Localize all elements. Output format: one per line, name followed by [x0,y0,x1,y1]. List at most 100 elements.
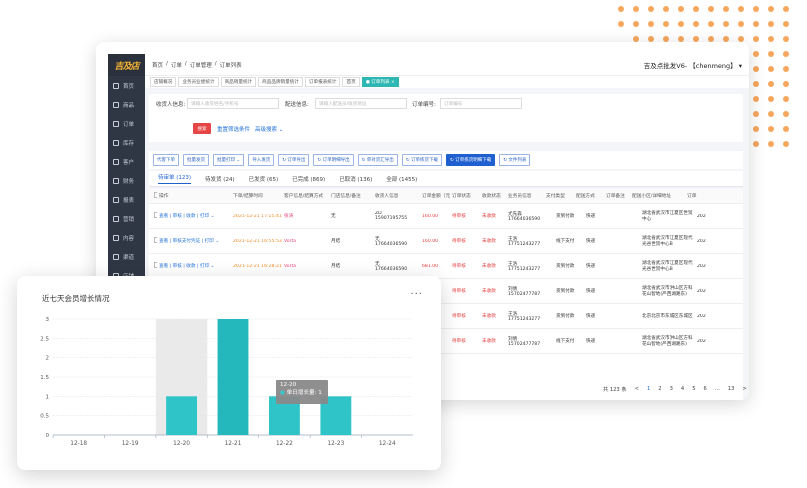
dot [753,36,759,42]
table-row[interactable]: 查看 | 审核支付凭证 | 打印 ⌄ 2021-12-21 16:55:53 Vor… [149,229,743,254]
pager-item[interactable]: 6 [703,386,707,392]
sidebar-item-label: 营销 [123,216,135,223]
pager-item[interactable]: ... [714,386,720,392]
table-cell: 202 [697,238,706,244]
column-header: 操作 [159,194,169,199]
pager-item[interactable]: > [742,386,747,392]
table-cell: 刘倩 15702477787 [506,286,554,297]
status-tab[interactable]: 待审单 (123) [158,173,192,184]
sidebar-item[interactable]: 内容 [108,228,145,247]
toolbar-button[interactable]: 代客下单 [153,154,179,166]
table-header: 操作 下单/结算时间 客户信息/结算方式 门店信息/备注 收货人信息 订单金额（元）订单状… [149,189,743,204]
select-all-checkbox[interactable] [154,192,157,198]
dot [678,6,684,12]
table-cell: 快递 [586,339,596,344]
page-tab[interactable]: 订单报表统计 [304,77,341,87]
sidebar-item[interactable]: 订单 [108,114,145,133]
delivery-input[interactable]: 请输入配送员/收货地址 [315,98,407,109]
breadcrumb-item[interactable]: 订单管理 [189,62,212,69]
table-cell: 王洛 17751243277 [506,261,554,272]
main-content: 首页 / 订单 / 订单管理 / 订单列表 吉及点批发V6- 【chenmeng】 ▾ 店铺… [145,54,749,400]
pager-item[interactable]: 3 [669,386,673,392]
pager-item[interactable]: 1 [646,386,651,392]
page-tab[interactable]: 商品品牌销量统计 [258,77,303,87]
advanced-search-link[interactable]: 高级搜索 ⌄ [255,127,284,133]
x-tick-label: 12-19 [122,441,139,447]
x-tick-label: 12-18 [70,441,87,447]
toolbar-button[interactable]: ↻ 单对货汇导出 [357,154,398,166]
sidebar-item[interactable]: 商品 [108,95,145,114]
consignee-input[interactable]: 请输入收货姓名/手机号 [187,98,279,109]
sidebar-item-label: 商品 [123,102,135,109]
table-row[interactable]: 查看 | 审核 | 收款 | 打印 ⌄ 2021-12-21 17:15:41 张涛… [149,204,743,229]
table-cell[interactable]: 查看 | 审核支付凭证 | 打印 ⌄ [159,239,220,244]
sales-phone: 15702477787 [508,341,541,347]
user-menu[interactable]: 吉及点批发V6- 【chenmeng】 ▾ [643,61,742,70]
table-row[interactable]: 查看 | 审核 | 收款 | 打印 ⌄ 2021-12-21 16:28:21 Vo… [149,254,743,279]
column-header: 收货人信息 [375,194,399,199]
pager-item[interactable]: 2 [658,386,662,392]
row-checkbox[interactable] [154,237,157,243]
search-button[interactable]: 搜索 [193,123,211,134]
pager-item[interactable]: 5 [692,386,696,392]
dot [693,6,699,12]
table-cell[interactable]: 查看 | 审核 | 收款 | 打印 ⌄ [159,214,215,219]
order-no-input[interactable]: 订单编号 [440,98,522,109]
receiver-phone: 15907195755 [375,216,408,221]
pager-item[interactable]: 4 [680,386,685,392]
status-tab[interactable]: 已完成 (869) [292,176,326,183]
table-cell: 202 [697,338,706,344]
column-header: 收款状态 [482,194,501,199]
toolbar-button[interactable]: 批量发货 [183,154,209,166]
toolbar-button[interactable]: ↻ 订单拣货明细下载 [446,154,496,166]
sales-name: 刘倩 [508,286,518,292]
page-tab[interactable]: 店铺概况 [150,77,177,87]
table-cell: 快递 [586,289,596,294]
receiver-phone: 17664036590 [375,266,408,272]
table-cell: 未收款 [482,289,496,294]
toolbar-button[interactable]: ↻ 文件列表 [499,154,531,166]
status-tab[interactable]: 已发货 (65) [248,176,279,183]
table-cell: 202 [697,288,706,294]
table-cell: Vorta [284,263,297,269]
sidebar-item[interactable]: 库存 [108,133,145,152]
table-cell[interactable]: 查看 | 审核 | 收款 | 打印 ⌄ [159,264,215,269]
toolbar-button[interactable]: ↻ 订单导出 [278,154,310,166]
sidebar-item[interactable]: 财务 [108,171,145,190]
table-cell: 线下支付 [556,339,575,344]
sidebar-item-label: 报表 [123,197,135,204]
status-tab[interactable]: 已取消 (136) [339,176,373,183]
page-tab[interactable]: ● 订单列表 × [361,77,399,87]
column-header: 配送方式 [576,194,595,199]
status-tab[interactable]: 全部 (1455) [386,176,418,183]
sidebar-item[interactable]: 渠道 [108,247,145,266]
toolbar-button[interactable]: 导入发货 [248,154,275,166]
more-icon[interactable]: ··· [410,289,423,300]
dot [783,111,789,117]
sidebar-item[interactable]: 首页 [108,76,145,95]
toolbar-button[interactable]: 批量打印 ⌄ [213,154,245,166]
column-header: 配送小区/详细地址 [632,194,672,199]
breadcrumb-item[interactable]: 订单 [170,62,182,69]
page-tab[interactable]: 商品销量统计 [220,77,257,87]
row-checkbox[interactable] [154,262,157,268]
table-cell: 快递 [586,239,596,244]
sidebar-item[interactable]: 客户 [108,152,145,171]
toolbar-button[interactable]: ↻ 订单明细导出 [313,154,354,166]
pager-item[interactable]: < [634,386,639,392]
row-checkbox[interactable] [154,212,157,218]
dot [753,141,759,147]
pager-item[interactable]: 13 [727,386,735,392]
reset-filters-link[interactable]: 重置筛选条件 [217,127,251,133]
status-tab[interactable]: 待发货 (24) [205,176,235,183]
table-row[interactable]: ---199.20待审核未收款王洛17751243277货到付款快递北京北京市东… [149,304,743,329]
delivery-label: 配送信息: [285,102,309,108]
toolbar-button[interactable]: ↻ 订单拣货下载 [401,154,443,166]
sidebar-item[interactable]: 营销 [108,209,145,228]
page-tab[interactable]: 首页 [342,77,360,87]
breadcrumb-item[interactable]: 订单列表 [219,62,242,69]
x-tick-label: 12-24 [379,441,396,447]
page-tab[interactable]: 业务员业绩统计 [178,77,219,87]
breadcrumb-item[interactable]: 首页 [152,62,164,69]
sidebar-item[interactable]: 报表 [108,190,145,209]
